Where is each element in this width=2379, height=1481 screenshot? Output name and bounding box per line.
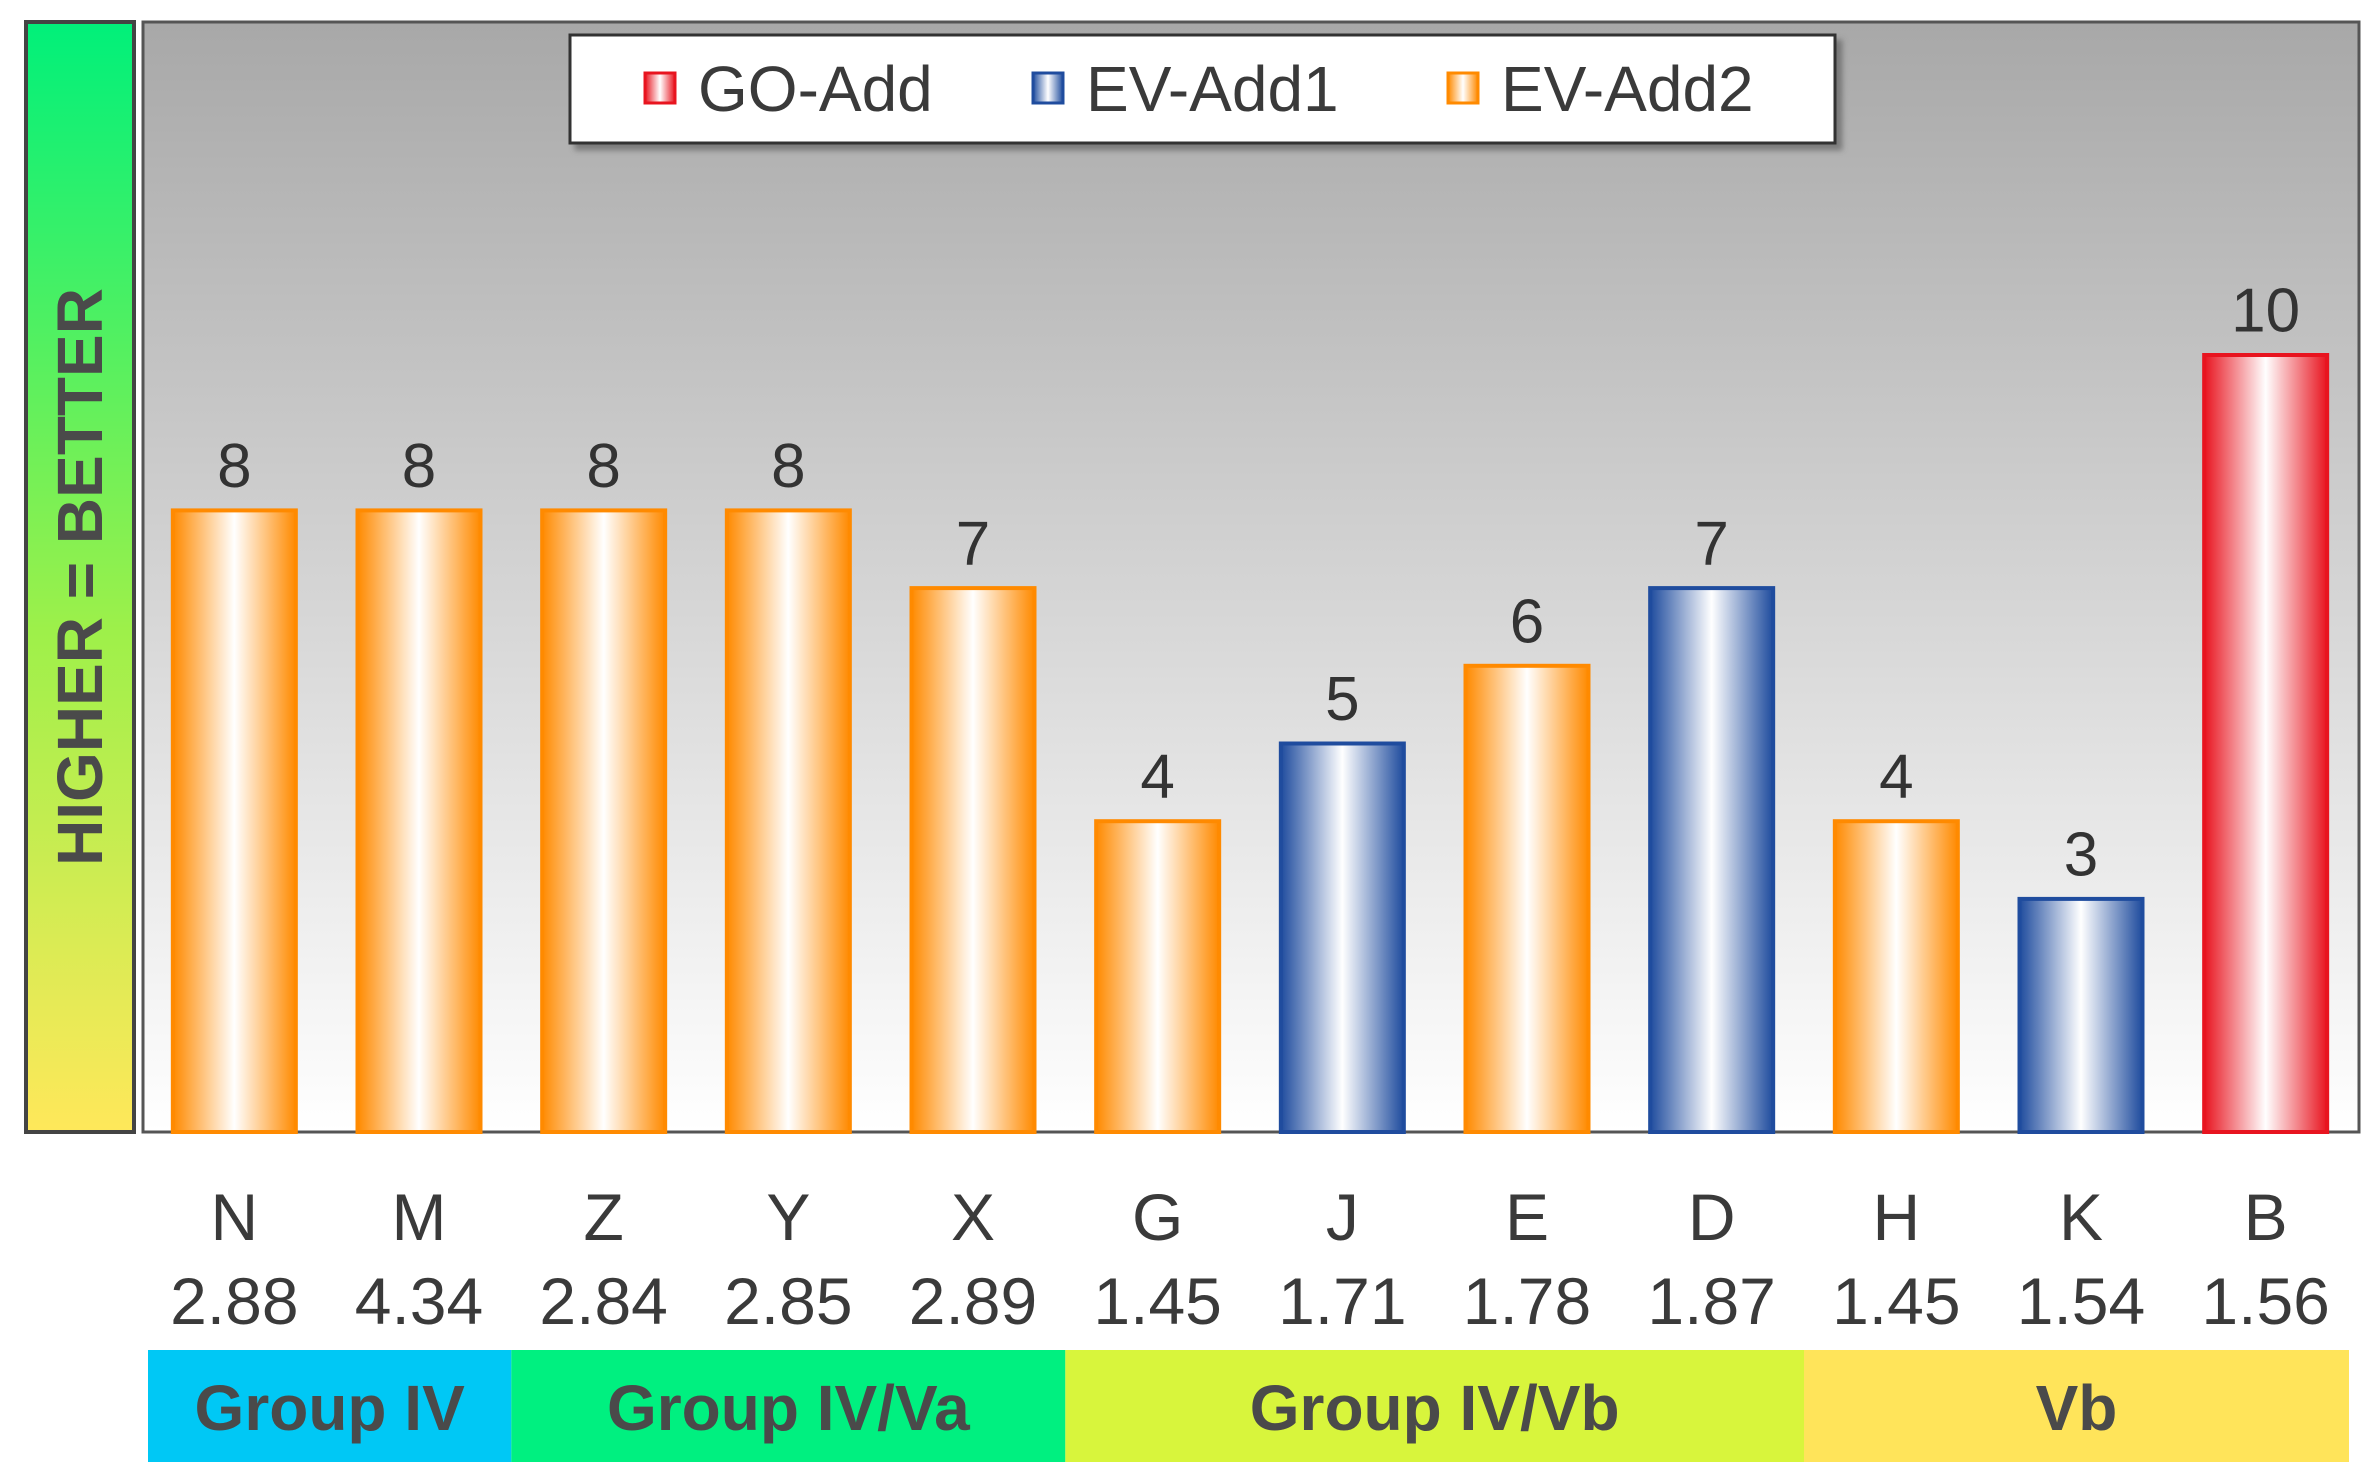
group-band-vb [1804,1350,2349,1462]
bar-k [2017,896,2145,1135]
category-label-m: M [392,1180,447,1254]
group-label-vb: Vb [2036,1372,2118,1444]
sublabel-e: 1.78 [1463,1264,1591,1338]
category-label-j: J [1326,1180,1359,1254]
sublabel-g: 1.45 [1093,1264,1221,1338]
category-label-y: Y [766,1180,810,1254]
category-label-n: N [210,1180,258,1254]
value-label-d: 7 [1694,510,1728,579]
value-label-n: 8 [217,432,251,501]
legend-item-ev-add1: EV-Add1 [1031,53,1339,125]
legend-label-go-add: GO-Add [698,53,933,125]
bar-z [540,508,668,1134]
legend-box [568,33,1837,145]
bar-y [724,508,852,1134]
value-label-m: 8 [402,432,436,501]
group-band-group-iv-vb [1065,1350,1804,1462]
legend-item-ev-add2: EV-Add2 [1446,53,1754,125]
category-label-e: E [1505,1180,1549,1254]
value-label-e: 6 [1510,587,1544,656]
category-label-z: Z [584,1180,624,1254]
category-label-d: D [1688,1180,1736,1254]
category-label-g: G [1132,1180,1183,1254]
sublabel-x: 2.89 [909,1264,1037,1338]
bar-h [1832,819,1960,1134]
legend-item-go-add: GO-Add [643,53,933,125]
value-label-z: 8 [586,432,620,501]
value-label-g: 4 [1140,743,1174,812]
value-label-h: 4 [1879,743,1913,812]
sublabel-d: 1.87 [1647,1264,1775,1338]
value-label-j: 5 [1325,665,1359,734]
category-label-b: B [2244,1180,2288,1254]
bar-n [170,508,298,1134]
sublabel-y: 2.85 [724,1264,852,1338]
sublabel-b: 1.56 [2201,1264,2329,1338]
sublabel-h: 1.45 [1832,1264,1960,1338]
legend-swatch-ev-add1 [1031,71,1065,105]
group-band-group-iv [148,1350,512,1462]
bar-j [1278,741,1406,1134]
group-label-group-iv: Group IV [195,1372,466,1444]
sublabel-j: 1.71 [1278,1264,1406,1338]
legend-label-ev-add2: EV-Add2 [1501,53,1754,125]
value-label-x: 7 [956,510,990,579]
bar-e [1463,663,1591,1134]
sublabel-z: 2.84 [539,1264,667,1338]
bar-m [355,508,483,1134]
category-label-h: H [1872,1180,1920,1254]
labels-layer: 8 N 2.88 8 M 4.34 8 Z 2.84 8 Y 2.85 7 X 2.89 4 G 1.45 5 J 1.… [170,277,2330,1339]
group-label-group-iv-va: Group IV/Va [607,1372,970,1444]
group-band-group-iv-va [511,1350,1066,1462]
groups-layer: Group IV Group IV/Va Group IV/Vb Vb [148,1350,2349,1462]
plot-area [141,20,2361,1134]
bar-d [1648,586,1776,1134]
sublabel-n: 2.88 [170,1264,298,1338]
group-label-group-iv-vb: Group IV/Vb [1250,1372,1620,1444]
bar-b [2202,353,2330,1134]
legend-label-ev-add1: EV-Add1 [1086,53,1339,125]
sublabel-m: 4.34 [355,1264,483,1338]
bar-x [909,586,1037,1134]
side-banner [24,20,136,1134]
legend-swatch-ev-add2 [1446,71,1480,105]
bars-layer [170,353,2330,1135]
value-label-y: 8 [771,432,805,501]
value-label-b: 10 [2231,277,2300,346]
sublabel-k: 1.54 [2017,1264,2145,1338]
legend: GO-Add EV-Add1 EV-Add2 [568,33,1837,145]
side-label: HIGHER = BETTER [44,288,116,866]
bar-g [1094,819,1222,1134]
legend-swatch-go-add [643,71,677,105]
category-label-k: K [2059,1180,2103,1254]
value-label-k: 3 [2064,820,2098,889]
category-label-x: X [951,1180,995,1254]
